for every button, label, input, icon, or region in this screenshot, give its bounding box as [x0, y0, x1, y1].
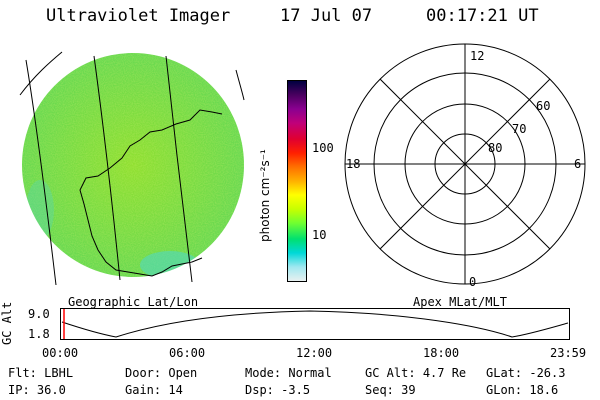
door-value: Open: [168, 366, 198, 380]
glat-label: GLat:: [486, 366, 523, 380]
polar-diagonal-2: [379, 78, 551, 250]
colorbar-tick-100: 100: [312, 141, 334, 155]
altitude-axis-title: GC Alt: [0, 301, 14, 345]
dsp-value: -3.5: [281, 383, 311, 397]
colorbar-unit-label: photon cm⁻²s⁻¹: [258, 149, 272, 242]
door-label: Door:: [125, 366, 162, 380]
dsp-label: Dsp:: [245, 383, 274, 397]
mlat-label-70: 70: [512, 122, 526, 136]
gc-alt-label: GC Alt:: [365, 366, 416, 380]
gain-label: Gain:: [125, 383, 162, 397]
flt-value: LBHL: [44, 366, 74, 380]
instrument-title: Ultraviolet Imager: [46, 6, 231, 26]
time-label: 00:17:21 UT: [426, 6, 539, 26]
glon-label: GLon:: [486, 383, 523, 397]
altitude-y-top: 9.0: [28, 307, 50, 321]
ip-value: 36.0: [36, 383, 66, 397]
glon-value: 18.6: [529, 383, 559, 397]
mlat-label-60: 60: [536, 99, 550, 113]
time-tick-2359: 23:59: [550, 346, 587, 360]
gc-alt-value: 4.7 Re: [422, 366, 467, 380]
seq-label: Seq:: [365, 383, 394, 397]
geographic-panel-label: Geographic Lat/Lon: [68, 295, 199, 309]
color-scale-bar: [287, 80, 307, 282]
colorbar-tick-10: 10: [312, 228, 327, 242]
polar-plot: 12 0 18 6 60 70 80: [344, 43, 586, 289]
time-tick-1800: 18:00: [423, 346, 460, 360]
altitude-plot: [60, 308, 570, 340]
mode-label: Mode:: [245, 366, 282, 380]
earth-disk: [22, 53, 244, 277]
geographic-image: [19, 51, 245, 286]
coastline: [79, 109, 223, 277]
ip-label: IP:: [8, 383, 30, 397]
altitude-curve: [61, 310, 569, 338]
time-tick-1200: 12:00: [296, 346, 333, 360]
flt-label: Flt:: [8, 366, 37, 380]
mode-value: Normal: [288, 366, 332, 380]
gain-value: 14: [168, 383, 183, 397]
date-label: 17 Jul 07: [280, 6, 373, 26]
mlt-label-6: 6: [574, 157, 581, 171]
time-tick-0000: 00:00: [42, 346, 79, 360]
altitude-y-bottom: 1.8: [28, 327, 50, 341]
mlat-label-80: 80: [488, 141, 502, 155]
mlt-label-0: 0: [469, 275, 476, 289]
mlt-label-18: 18: [346, 157, 360, 171]
glat-value: -26.3: [529, 366, 566, 380]
seq-value: 39: [401, 383, 416, 397]
altitude-plot-frame: [60, 308, 570, 340]
time-tick-0600: 06:00: [169, 346, 206, 360]
apex-panel-label: Apex MLat/MLT: [413, 295, 507, 309]
mlt-label-12: 12: [470, 49, 484, 63]
